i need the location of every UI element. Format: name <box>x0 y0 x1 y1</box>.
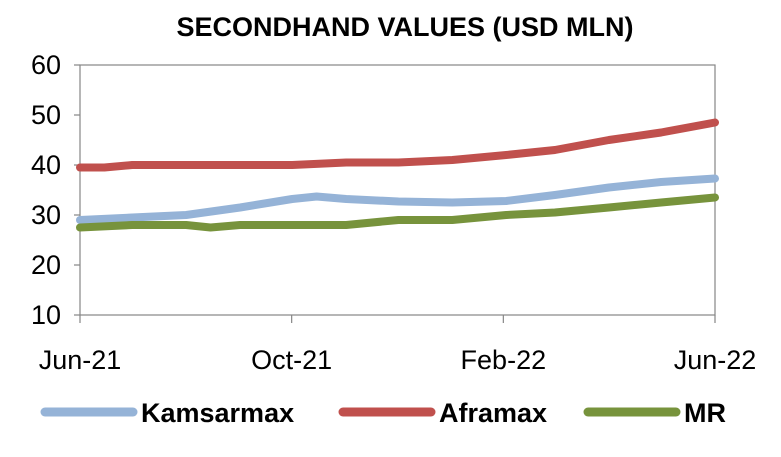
legend: Kamsarmax Aframax MR <box>40 398 726 428</box>
series-line-aframax <box>76 118 719 172</box>
series-line-kamsarmax <box>76 174 719 224</box>
series-line-mr <box>76 193 719 232</box>
x-tick-label: Jun-22 <box>674 345 757 375</box>
legend-label-kamsarmax: Kamsarmax <box>141 398 294 428</box>
chart-title: SECONDHAND VALUES (USD MLN) <box>177 12 634 42</box>
legend-label-aframax: Aframax <box>439 398 547 428</box>
x-tick-label: Oct-21 <box>251 345 332 375</box>
y-tick-label: 10 <box>31 300 61 330</box>
x-tick-label: Jun-21 <box>39 345 122 375</box>
y-tick-label: 60 <box>31 50 61 80</box>
y-tick-label: 30 <box>31 200 61 230</box>
plot-border <box>79 64 716 316</box>
y-tick-label: 50 <box>31 100 61 130</box>
legend-label-mr: MR <box>684 398 726 428</box>
y-tick-label: 40 <box>31 150 61 180</box>
x-tick-label: Feb-22 <box>461 345 547 375</box>
x-axis: Jun-21 Oct-21 Feb-22 Jun-22 <box>39 315 757 375</box>
plot-area <box>79 64 716 316</box>
y-axis: 10 20 30 40 50 60 <box>31 50 80 330</box>
y-tick-label: 20 <box>31 250 61 280</box>
series-lines <box>76 118 719 232</box>
